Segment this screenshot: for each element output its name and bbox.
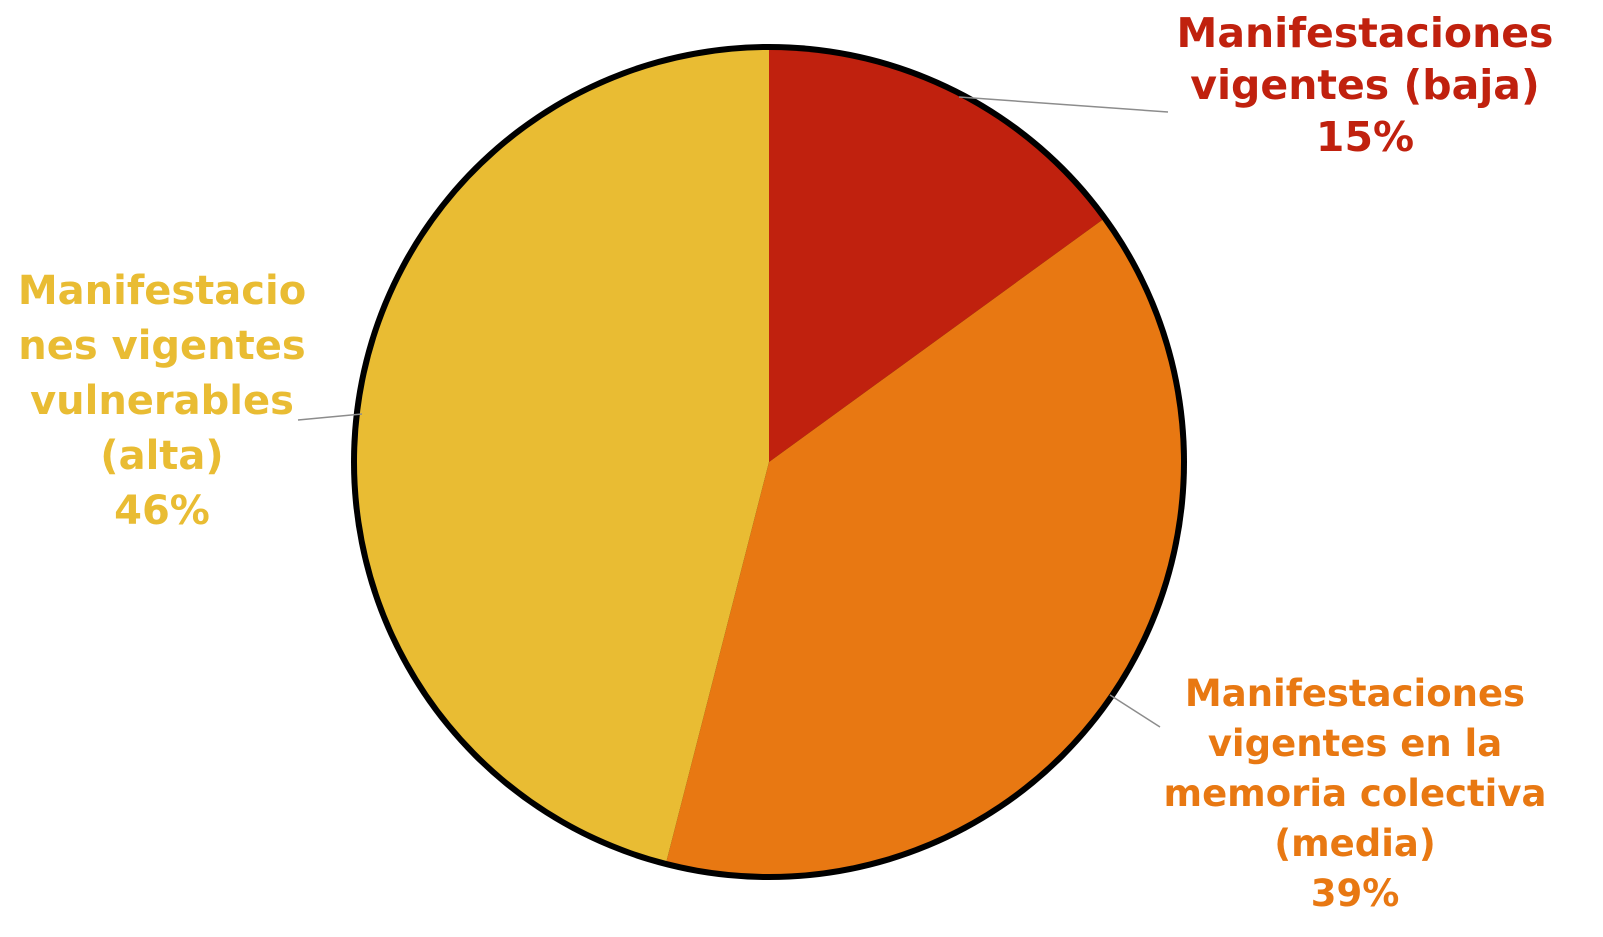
leader-line-3: [297, 413, 363, 421]
pie-slice-1: [769, 50, 1103, 462]
data-label-2-line-5: 39%: [1311, 872, 1400, 915]
pie-slice-2: [666, 219, 1181, 875]
data-label-3: Manifestacio nes vigentes vulnerables (alta…: [18, 268, 306, 534]
leader-line-2: [1109, 694, 1161, 728]
data-label-2-line-3: memoria colectiva: [1164, 772, 1547, 815]
data-label-3-line-5: 46%: [114, 488, 210, 534]
data-label-2-line-2: vigentes en la: [1208, 722, 1502, 765]
data-label-2-line-4: (media): [1274, 822, 1436, 865]
data-label-3-line-1: Manifestacio: [18, 268, 306, 314]
leader-line-1: [958, 96, 1169, 113]
data-label-2: Manifestaciones vigentes en la memoria col…: [1164, 672, 1547, 915]
data-label-1-line-2: vigentes (baja): [1190, 61, 1539, 109]
pie-slice-3: [356, 50, 769, 862]
data-label-3-line-4: (alta): [100, 433, 223, 479]
data-label-1-line-1: Manifestaciones: [1177, 9, 1554, 57]
data-label-3-line-2: nes vigentes: [18, 323, 305, 369]
data-label-3-line-3: vulnerables: [30, 378, 294, 424]
data-label-1: Manifestaciones vigentes (baja) 15%: [1177, 9, 1554, 161]
data-label-1-line-3: 15%: [1316, 113, 1414, 161]
data-label-2-line-1: Manifestaciones: [1185, 672, 1525, 715]
